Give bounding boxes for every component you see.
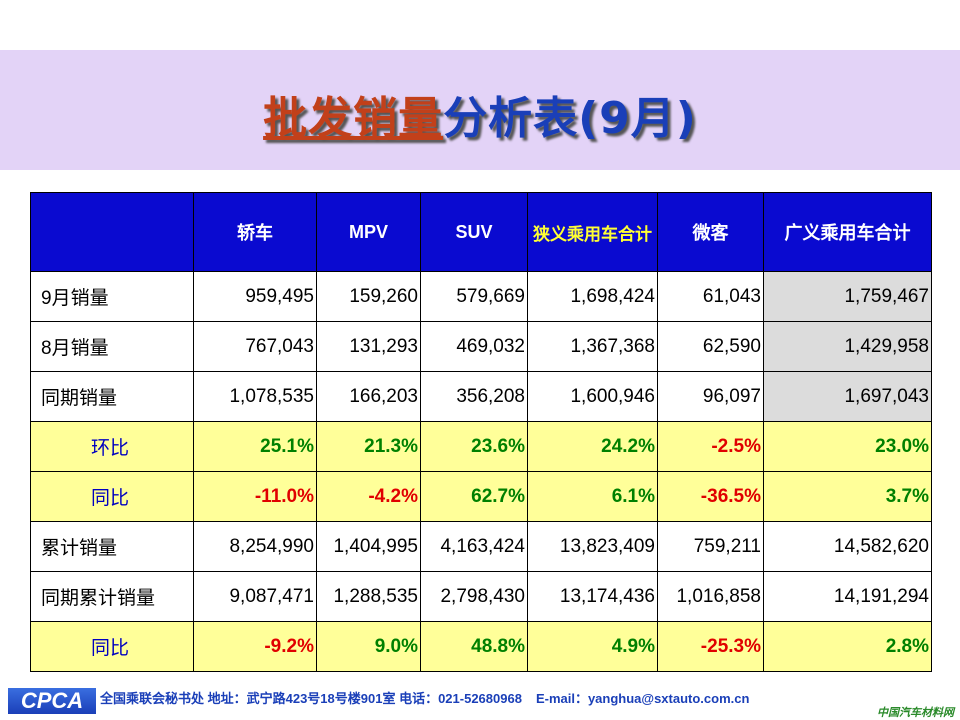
footer-line: 全国乘联会秘书处 地址：武宁路423号18号楼901室 电话：021-52680…	[100, 691, 749, 706]
title-part1: 批发销量	[263, 93, 444, 144]
title-part2: 分析表(9月)	[443, 93, 697, 144]
footer-email: E-mail：yanghua@sxtauto.com.cn	[535, 691, 750, 706]
table-row: 9月销量 959,495 159,260 579,669 1,698,424 61,043…	[30, 271, 932, 322]
table-cell: 62.7%	[420, 471, 528, 522]
table-cell: 1,078,535	[193, 371, 317, 422]
table-cell: 767,043	[193, 321, 317, 372]
table-cell: 159,260	[316, 271, 421, 322]
column-header: 轿车	[193, 192, 317, 272]
footer: CPCA 全国乘联会秘书处 地址：武宁路423号18号楼901室 电话：021-…	[0, 684, 960, 720]
title-band	[0, 50, 960, 170]
table-cell: 3.7%	[763, 471, 932, 522]
table-cell: 1,288,535	[316, 571, 421, 622]
column-header: SUV	[420, 192, 528, 272]
table-cell: -2.5%	[657, 421, 764, 472]
table-cell: 1,016,858	[657, 571, 764, 622]
table-cell: -11.0%	[193, 471, 317, 522]
table-cell: 8,254,990	[193, 521, 317, 572]
table-cell: 959,495	[193, 271, 317, 322]
table-cell: 1,429,958	[763, 321, 932, 372]
column-header	[30, 192, 194, 272]
table-cell: 579,669	[420, 271, 528, 322]
table-row: 同比 -9.2% 9.0% 48.8% 4.9% -25.3% 2.8%	[30, 621, 932, 672]
table-cell: 48.8%	[420, 621, 528, 672]
table-cell: -4.2%	[316, 471, 421, 522]
table-cell: 2.8%	[763, 621, 932, 672]
table-cell: 23.0%	[763, 421, 932, 472]
table-cell: 62,590	[657, 321, 764, 372]
table-cell: 166,203	[316, 371, 421, 422]
page-title: 批发销量分析表(9月)	[0, 82, 960, 146]
table-cell: 1,404,995	[316, 521, 421, 572]
column-header: MPV	[316, 192, 421, 272]
row-label: 8月销量	[30, 321, 194, 372]
sales-table: 轿车 MPV SUV 狭义乘用车合计 微客 广义乘用车合计 9月销量 959,495 159,…	[30, 192, 932, 672]
footer-address: 全国乘联会秘书处 地址：武宁路423号18号楼901室 电话：021-52680…	[100, 691, 522, 706]
watermark-logo: 中国汽车材料网	[877, 707, 954, 719]
row-label: 环比	[30, 421, 194, 472]
table-cell: 1,367,368	[527, 321, 658, 372]
table-cell: 25.1%	[193, 421, 317, 472]
table-row: 8月销量 767,043 131,293 469,032 1,367,368 62,590…	[30, 321, 932, 372]
table-cell: 1,698,424	[527, 271, 658, 322]
table-cell: 14,582,620	[763, 521, 932, 572]
table-cell: 9,087,471	[193, 571, 317, 622]
table-cell: 469,032	[420, 321, 528, 372]
table-cell: 4,163,424	[420, 521, 528, 572]
table-cell: 61,043	[657, 271, 764, 322]
table-cell: 2,798,430	[420, 571, 528, 622]
header-row: 轿车 MPV SUV 狭义乘用车合计 微客 广义乘用车合计	[30, 192, 932, 272]
table-cell: -36.5%	[657, 471, 764, 522]
row-label: 同期销量	[30, 371, 194, 422]
row-label: 9月销量	[30, 271, 194, 322]
table-cell: 356,208	[420, 371, 528, 422]
row-label: 同比	[30, 471, 194, 522]
column-header: 狭义乘用车合计	[527, 192, 658, 272]
row-label: 同比	[30, 621, 194, 672]
table-cell: 21.3%	[316, 421, 421, 472]
table-row: 同期累计销量 9,087,471 1,288,535 2,798,430 13,174,…	[30, 571, 932, 622]
table-cell: 1,697,043	[763, 371, 932, 422]
table-row: 环比 25.1% 21.3% 23.6% 24.2% -2.5% 23.0%	[30, 421, 932, 472]
table-cell: 1,600,946	[527, 371, 658, 422]
table-cell: 24.2%	[527, 421, 658, 472]
table-cell: -25.3%	[657, 621, 764, 672]
column-header: 广义乘用车合计	[763, 192, 932, 272]
table-cell: -9.2%	[193, 621, 317, 672]
column-header: 微客	[657, 192, 764, 272]
table-cell: 23.6%	[420, 421, 528, 472]
table-cell: 9.0%	[316, 621, 421, 672]
table-cell: 4.9%	[527, 621, 658, 672]
table-cell: 759,211	[657, 521, 764, 572]
table-cell: 6.1%	[527, 471, 658, 522]
cpca-logo: CPCA	[8, 688, 96, 714]
table-row: 累计销量 8,254,990 1,404,995 4,163,424 13,823,40…	[30, 521, 932, 572]
row-label: 累计销量	[30, 521, 194, 572]
table-row: 同期销量 1,078,535 166,203 356,208 1,600,946 96,0…	[30, 371, 932, 422]
table-cell: 13,174,436	[527, 571, 658, 622]
table-cell: 131,293	[316, 321, 421, 372]
table-cell: 13,823,409	[527, 521, 658, 572]
table-cell: 96,097	[657, 371, 764, 422]
table-cell: 1,759,467	[763, 271, 932, 322]
table-cell: 14,191,294	[763, 571, 932, 622]
row-label: 同期累计销量	[30, 571, 194, 622]
table-row: 同比 -11.0% -4.2% 62.7% 6.1% -36.5% 3.7%	[30, 471, 932, 522]
